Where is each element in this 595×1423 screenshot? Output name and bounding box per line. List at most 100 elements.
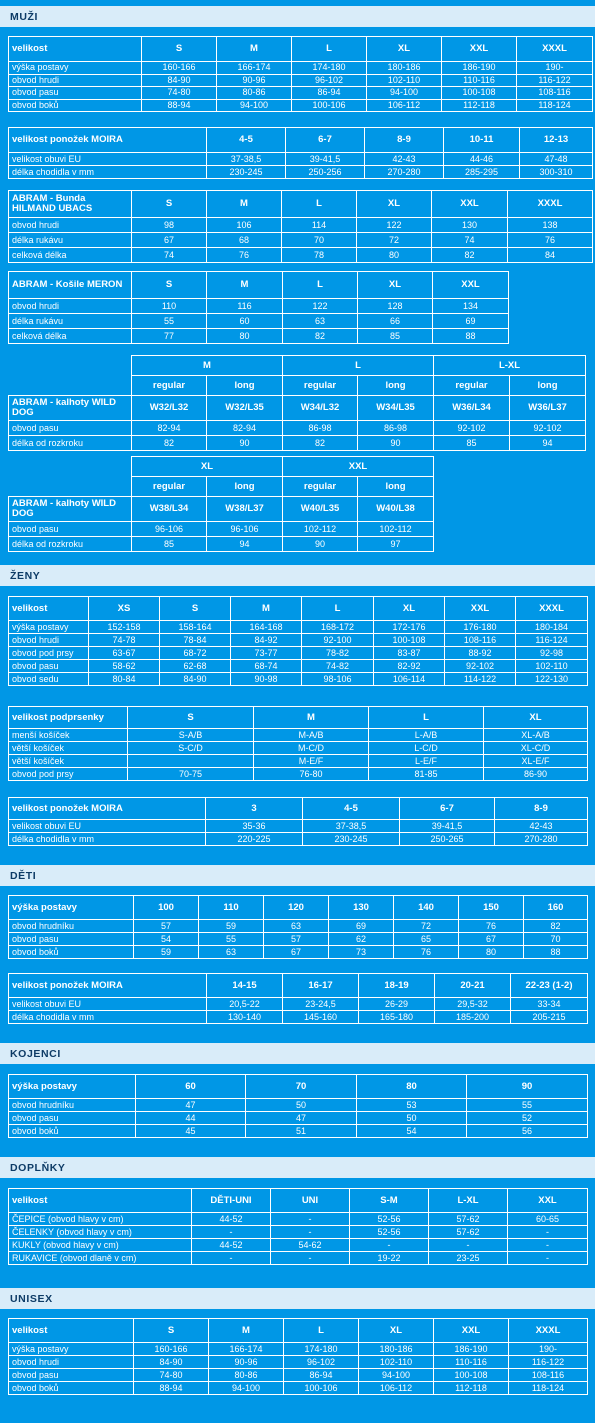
table-cell: 80-86	[216, 86, 292, 100]
column-header: 110	[198, 895, 264, 920]
table-row: délka rukávu 67 68 70 72 74 76	[8, 232, 593, 248]
column-header: M	[208, 1318, 284, 1343]
table-cell: 53	[356, 1098, 467, 1112]
column-header: XL	[366, 36, 442, 62]
table-cell: 92-98	[515, 646, 588, 660]
table-cell: 57	[263, 932, 329, 946]
table-cell: 80-84	[88, 672, 160, 686]
table-cell: 74-78	[88, 633, 160, 647]
muzi-socks-table: velikost ponožek MOIRA 4-5 6-7 8-9 10-11 12-1…	[8, 127, 593, 179]
row-label: obvod pasu	[8, 521, 132, 537]
row-label: obvod hrudi	[8, 73, 142, 87]
table-cell: 110-116	[441, 73, 517, 87]
table-row: obvod pasu 74-80 80-86 86-94 94-100 100-108 10…	[8, 1368, 588, 1382]
table-cell: 190-	[508, 1342, 588, 1356]
table-cell: 164-168	[230, 620, 302, 634]
table-row: obvod boků 88-94 94-100 100-106 106-112 112-1…	[8, 1381, 588, 1395]
header-label: velikost	[8, 36, 142, 62]
table-cell: S-C/D	[127, 741, 254, 755]
column-header: 130	[328, 895, 394, 920]
table-cell: 96-106	[131, 521, 207, 537]
column-header: 150	[458, 895, 524, 920]
table-cell: 76	[393, 945, 459, 959]
table-cell: 86-94	[283, 1368, 359, 1382]
header-label: ABRAM - Bunda HILMAND UBACS	[8, 190, 132, 218]
column-header: L	[368, 706, 484, 729]
column-header: 100	[133, 895, 199, 920]
table-row: obvod pasu 82-94 82-94 86-98 86-98 92-102 92-1…	[8, 420, 586, 436]
table-cell: 50	[356, 1111, 467, 1125]
table-cell: 60	[206, 313, 283, 329]
table-cell: 67	[263, 945, 329, 959]
table-cell: 138	[507, 217, 593, 233]
table-cell: 80-86	[208, 1368, 284, 1382]
table-cell: 70	[281, 232, 357, 248]
table-row: obvod pasu 74-80 80-86 86-94 94-100 100-108 10…	[8, 86, 593, 100]
fit-label: long	[357, 476, 434, 497]
table-cell: 100-106	[291, 98, 367, 112]
table-cell: 86-94	[291, 86, 367, 100]
table-cell: 122	[282, 298, 358, 314]
table-cell: 76-80	[253, 767, 369, 781]
table-cell: 145-160	[282, 1010, 359, 1024]
row-label: celková délka	[8, 328, 132, 344]
table-cell: 82-94	[131, 420, 207, 436]
table-cell: 45	[135, 1124, 246, 1138]
product-label: ABRAM - kalhoty WILD DOG	[8, 395, 132, 421]
row-label: velikost obuvi EU	[8, 152, 207, 166]
section-title-unisex: UNISEX	[0, 1288, 595, 1309]
table-cell: 37-38,5	[302, 819, 400, 833]
row-label: délka od rozkroku	[8, 435, 132, 451]
column-header: 8-9	[364, 127, 444, 153]
table-cell: 174-180	[283, 1342, 359, 1356]
table-row: délka rukávu 55 60 63 66 69	[8, 313, 509, 329]
table-cell: -	[507, 1238, 588, 1252]
table-cell: 68-72	[159, 646, 231, 660]
column-header: XS	[88, 596, 160, 621]
header-label: ABRAM - Košile MERON	[8, 271, 132, 299]
table-cell: 63-67	[88, 646, 160, 660]
table-cell: 33-34	[510, 997, 588, 1011]
column-header: 10-11	[443, 127, 520, 153]
table-cell: 112-118	[441, 98, 517, 112]
table-row: RUKAVICE (obvod dlaně v cm) - -19-22 23-25-	[8, 1251, 588, 1265]
column-header: UNI	[270, 1188, 350, 1213]
table-cell: 62	[328, 932, 394, 946]
row-label: obvod sedu	[8, 672, 89, 686]
table-cell: 23-24,5	[282, 997, 359, 1011]
table-cell: 90	[282, 536, 358, 552]
header-label: velikost ponožek MOIRA	[8, 127, 207, 153]
table-cell: 80	[206, 328, 283, 344]
table-cell: 300-310	[519, 165, 593, 179]
muzi-trousers-table-2: XL XXL regular long regular long ABRAM -…	[8, 456, 434, 552]
table-cell: 180-186	[366, 61, 442, 75]
table-cell: 80	[356, 247, 432, 263]
size-cell: W34/L32	[282, 395, 358, 421]
table-cell: M-C/D	[253, 741, 369, 755]
row-label: obvod boků	[8, 1381, 134, 1395]
row-label: velikost obuvi EU	[8, 819, 206, 833]
table-cell: 158-164	[159, 620, 231, 634]
row-label: obvod pasu	[8, 659, 89, 673]
table-row: obvod hrudníku 47 50 53 55	[8, 1098, 588, 1112]
size-group: XL	[131, 456, 283, 477]
table-cell: 82	[131, 435, 207, 451]
table-cell: XL-A/B	[483, 728, 588, 742]
table-cell: 94-100	[366, 86, 442, 100]
table-row: obvod pasu 44 47 50 52	[8, 1111, 588, 1125]
table-cell: 84-92	[230, 633, 302, 647]
table-cell: 80	[458, 945, 524, 959]
fit-label: regular	[433, 375, 510, 396]
table-header-row: velikost ponožek MOIRA 4-5 6-7 8-9 10-11 12-1…	[8, 127, 593, 153]
table-cell: 86-98	[282, 420, 358, 436]
header-label: velikost	[8, 596, 89, 621]
table-cell: 186-190	[441, 61, 517, 75]
table-cell: 190-	[516, 61, 593, 75]
size-cell: W34/L35	[357, 395, 434, 421]
table-cell: -	[270, 1225, 350, 1239]
table-cell: 55	[198, 932, 264, 946]
header-label: výška postavy	[8, 1074, 136, 1099]
table-cell: 152-158	[88, 620, 160, 634]
table-cell: 62-68	[159, 659, 231, 673]
table-row: obvod hrudi 84-90 90-96 96-102 102-110 110-11…	[8, 73, 593, 87]
